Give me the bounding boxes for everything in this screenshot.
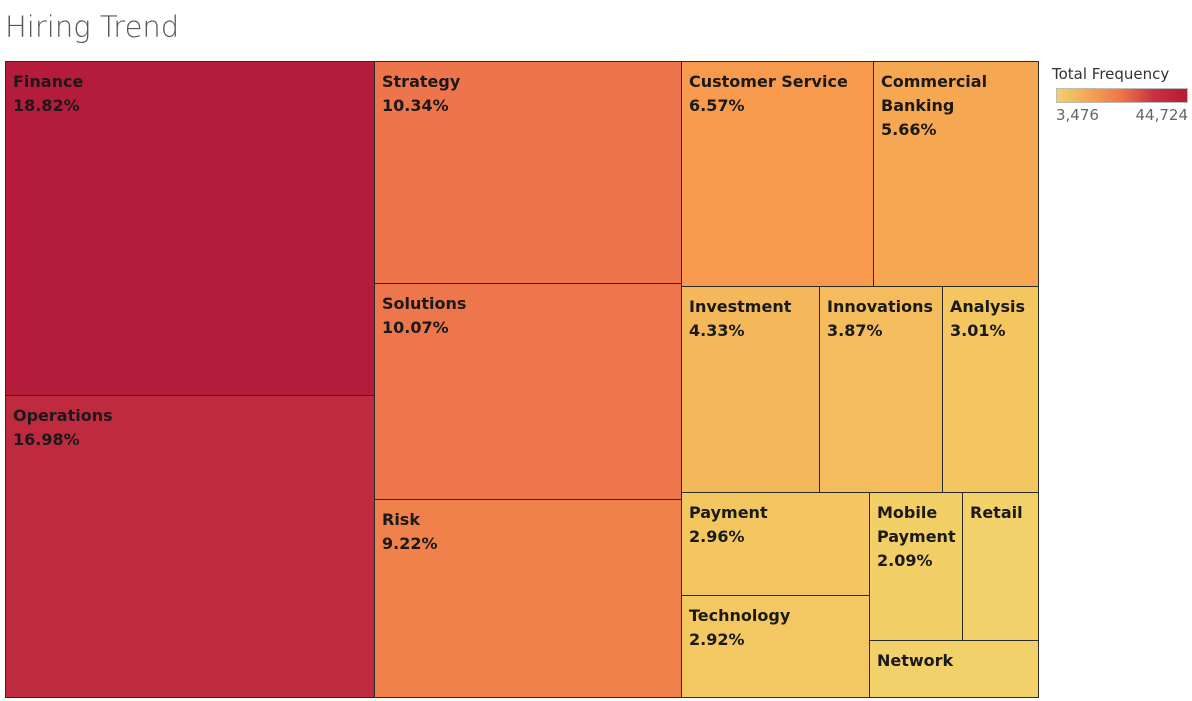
legend-color-ramp (1056, 88, 1188, 103)
tile-rect-commercial-banking[interactable] (873, 61, 1039, 287)
tile-rect-technology[interactable] (681, 595, 870, 698)
tile-name-label: Retail (970, 503, 1023, 522)
tile-value-label: 2.96% (689, 527, 745, 546)
tile-name-label: Operations (13, 406, 113, 425)
tile-innovations[interactable]: Innovations 3.87% (819, 286, 943, 493)
tile-name-label: Risk (382, 510, 420, 529)
tile-value-label: 4.33% (689, 321, 745, 340)
tile-name-label: Innovations (827, 297, 933, 316)
tile-value-label: 18.82% (13, 96, 80, 115)
tile-name-label: Payment (877, 527, 956, 546)
color-legend: Total Frequency 3,476 44,724 (1052, 65, 1192, 124)
tile-rect-retail[interactable] (962, 492, 1039, 641)
tile-name-label: Solutions (382, 294, 466, 313)
tile-customer-service[interactable]: Customer Service 6.57% (681, 61, 874, 287)
tile-strategy[interactable]: Strategy 10.34% (374, 61, 682, 284)
tile-value-label: 5.66% (881, 120, 937, 139)
tile-name-label: Technology (689, 606, 791, 625)
tile-name-label: Finance (13, 72, 83, 91)
tile-rect-finance[interactable] (5, 61, 375, 396)
tile-name-label: Customer Service (689, 72, 848, 91)
tile-retail[interactable]: Retail (962, 492, 1039, 641)
tile-rect-mobile-payment[interactable] (869, 492, 963, 641)
legend-min-label: 3,476 (1056, 106, 1099, 124)
tile-rect-risk[interactable] (374, 499, 682, 698)
tile-value-label: 6.57% (689, 96, 745, 115)
tile-value-label: 2.09% (877, 551, 933, 570)
tile-risk[interactable]: Risk 9.22% (374, 499, 682, 698)
tile-name-label: Strategy (382, 72, 461, 91)
tile-rect-innovations[interactable] (819, 286, 943, 493)
tile-name-label: Mobile (877, 503, 937, 522)
tile-value-label: 2.92% (689, 630, 745, 649)
tile-payment[interactable]: Payment 2.96% (681, 492, 870, 596)
tile-name-label: Network (877, 651, 954, 670)
tile-rect-investment[interactable] (681, 286, 820, 493)
tile-rect-solutions[interactable] (374, 283, 682, 500)
tile-commercial-banking[interactable]: Commercial Banking 5.66% (873, 61, 1039, 287)
tile-investment[interactable]: Investment 4.33% (681, 286, 820, 493)
tile-rect-network[interactable] (869, 640, 1039, 698)
legend-title: Total Frequency (1052, 65, 1170, 83)
tile-value-label: 3.01% (950, 321, 1006, 340)
tile-value-label: 10.34% (382, 96, 449, 115)
tile-value-label: 9.22% (382, 534, 438, 553)
tile-rect-strategy[interactable] (374, 61, 682, 284)
tile-name-label: Commercial (881, 72, 987, 91)
tile-operations[interactable]: Operations 16.98% (5, 395, 375, 698)
tile-network[interactable]: Network (869, 640, 1039, 698)
tile-name-label: Banking (881, 96, 954, 115)
tile-analysis[interactable]: Analysis 3.01% (942, 286, 1039, 493)
tile-value-label: 3.87% (827, 321, 883, 340)
tile-mobile-payment[interactable]: Mobile Payment 2.09% (869, 492, 963, 641)
legend-max-label: 44,724 (1135, 106, 1189, 124)
tile-value-label: 10.07% (382, 318, 449, 337)
tile-value-label: 16.98% (13, 430, 80, 449)
chart-title: Hiring Trend (5, 10, 180, 44)
tile-technology[interactable]: Technology 2.92% (681, 595, 870, 698)
legend-ticks: 3,476 44,724 (1056, 106, 1188, 124)
tile-name-label: Analysis (950, 297, 1025, 316)
tile-rect-customer-service[interactable] (681, 61, 874, 287)
tile-rect-analysis[interactable] (942, 286, 1039, 493)
tile-name-label: Investment (689, 297, 792, 316)
tile-solutions[interactable]: Solutions 10.07% (374, 283, 682, 500)
tile-name-label: Payment (689, 503, 768, 522)
tile-rect-operations[interactable] (5, 395, 375, 698)
tile-finance[interactable]: Finance 18.82% (5, 61, 375, 396)
